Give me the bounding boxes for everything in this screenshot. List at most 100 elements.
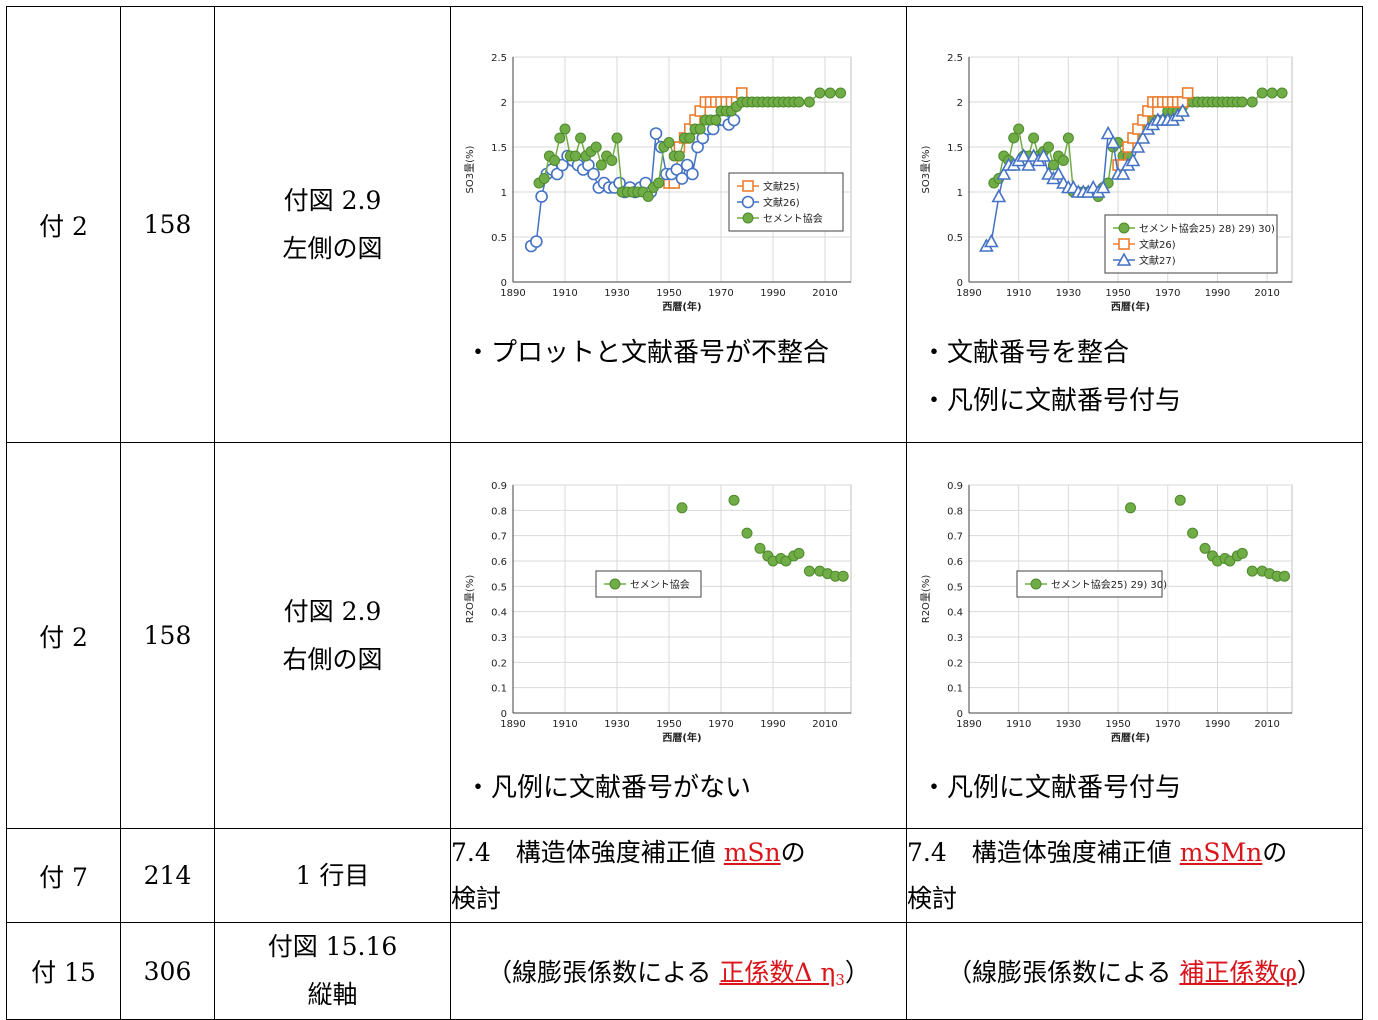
legend-marker xyxy=(1118,222,1130,234)
data-point xyxy=(793,96,805,108)
y-tick-label: 0.8 xyxy=(491,506,507,517)
data-point xyxy=(991,188,1007,203)
page-number: 158 xyxy=(143,210,192,239)
x-tick-label: 1910 xyxy=(1006,288,1031,299)
x-tick-label: 1890 xyxy=(500,288,525,299)
data-point xyxy=(984,233,999,248)
x-tick-label: 1970 xyxy=(1155,288,1180,299)
legend: 文献25) 文献26) セメント協会 xyxy=(728,172,844,232)
before-text-tail: ） xyxy=(844,958,870,987)
data-point xyxy=(780,555,792,567)
after-text: 7.4 構造体強度補正値 xyxy=(907,837,1180,867)
page-label: 付 7 xyxy=(39,862,88,892)
data-point xyxy=(793,547,805,559)
y-tick-label: 2.5 xyxy=(491,53,507,64)
x-tick-label: 1950 xyxy=(1105,719,1130,730)
before-text-line2: 検討 xyxy=(451,883,502,913)
data-point xyxy=(1115,166,1131,180)
y-tick-label: 0.1 xyxy=(947,684,963,695)
legend-marker xyxy=(742,180,754,192)
location-line: 付図 2.9 xyxy=(283,596,382,626)
location-line: 縦軸 xyxy=(307,980,358,1009)
page-label: 付 2 xyxy=(39,211,88,241)
data-point xyxy=(1246,565,1258,577)
plot-area xyxy=(512,484,852,714)
data-point xyxy=(1125,502,1136,514)
data-point xyxy=(653,177,665,189)
after-red-text: 補正係数φ xyxy=(1179,958,1297,987)
legend: セメント協会 xyxy=(595,570,702,598)
data-point xyxy=(1095,179,1111,194)
legend-entry: セメント協会25) 29) 30) xyxy=(1051,578,1167,591)
table-row: 付 15 306 付図 15.16 縦軸 （線膨張係数による 正係数Δ η3） … xyxy=(6,922,1363,1020)
legend: セメント協会25) 29) 30) xyxy=(1016,570,1167,598)
so3-chart-before: 1890 1910 1930 1950 1970 1990 2010 0 0.5 1 1.5 2 2.5… xyxy=(464,53,852,313)
data-point xyxy=(1276,87,1288,99)
y-tick-label: 0.4 xyxy=(491,608,507,619)
page-label: 付 15 xyxy=(31,958,96,987)
table-row: 付 7 214 1 行目 7.4 構造体強度補正値 mSnの 検討 7.4 構造… xyxy=(6,828,1363,923)
data-point xyxy=(694,123,706,135)
x-tick-label: 1930 xyxy=(1056,719,1081,730)
before-red-subscript: 3 xyxy=(835,971,845,989)
data-point xyxy=(1236,547,1248,559)
x-tick-label: 2010 xyxy=(812,719,837,730)
data-point xyxy=(1187,527,1199,539)
series-文献27) xyxy=(979,103,1191,252)
data-point xyxy=(1013,123,1025,135)
data-point xyxy=(996,166,1012,180)
legend-entry: セメント協会 xyxy=(763,212,823,225)
errata-table: 付 2 158 付図 2.9 左側の図 1890 1910 1930 1950 1970… xyxy=(6,6,1363,1020)
data-point xyxy=(595,159,607,171)
x-tick-label: 1890 xyxy=(956,719,981,730)
page-label: 付 2 xyxy=(39,622,88,652)
before-text: （線膨張係数による xyxy=(487,958,720,987)
data-point xyxy=(686,167,699,181)
x-tick-label: 1930 xyxy=(604,288,629,299)
data-point xyxy=(1199,542,1211,554)
data-point xyxy=(1016,148,1032,162)
data-point xyxy=(559,123,571,135)
x-tick-label: 1910 xyxy=(552,288,577,299)
y-axis-label: SO3量(%) xyxy=(920,145,932,193)
before-text-tail: の xyxy=(780,837,806,867)
data-point xyxy=(673,150,685,162)
data-point xyxy=(1043,141,1055,153)
y-tick-label: 1.5 xyxy=(491,143,507,154)
y-tick-label: 0.9 xyxy=(491,481,507,492)
data-point xyxy=(587,167,600,181)
data-point xyxy=(1174,494,1186,506)
series-セメント協会 xyxy=(676,494,849,582)
before-red-text: 正係数Δ η xyxy=(719,958,836,987)
x-tick-label: 1990 xyxy=(1205,719,1230,730)
page-number-cell: 214 xyxy=(120,828,215,923)
page-number-cell: 158 xyxy=(120,442,215,829)
legend-entry: 文献25) xyxy=(763,180,800,193)
page-number: 158 xyxy=(143,621,192,650)
before-cell: （線膨張係数による 正係数Δ η3） xyxy=(450,922,907,1020)
after-cell: （線膨張係数による 補正係数φ） xyxy=(906,922,1363,1020)
so3-chart-after: 1890 1910 1930 1950 1970 1990 2010 0 0.5 1 1.5 2 2.5… xyxy=(920,53,1293,313)
data-point xyxy=(1256,87,1268,99)
x-tick-label: 1970 xyxy=(708,719,733,730)
x-tick-label: 1990 xyxy=(760,288,785,299)
data-point xyxy=(728,494,740,506)
data-point xyxy=(575,132,587,144)
page-label-cell: 付 2 xyxy=(6,6,121,443)
series-文献26) xyxy=(1112,87,1194,171)
data-point xyxy=(754,542,766,554)
y-tick-label: 0.2 xyxy=(947,658,963,669)
y-tick-label: 0.3 xyxy=(947,633,963,644)
data-point xyxy=(1008,132,1020,144)
legend-marker xyxy=(742,212,754,224)
y-tick-label: 0 xyxy=(501,278,507,289)
table-row: 付 2 158 付図 2.9 右側の図 1890 1910 1930 1950 1970… xyxy=(6,442,1363,829)
x-tick-label: 1950 xyxy=(656,719,681,730)
data-point xyxy=(1021,157,1036,171)
x-axis-label: 西暦(年) xyxy=(662,731,701,744)
data-point xyxy=(611,132,623,144)
data-point xyxy=(1246,96,1258,108)
data-point xyxy=(824,87,836,99)
plot-area xyxy=(968,484,1293,714)
legend-entry: 文献26) xyxy=(763,196,800,209)
